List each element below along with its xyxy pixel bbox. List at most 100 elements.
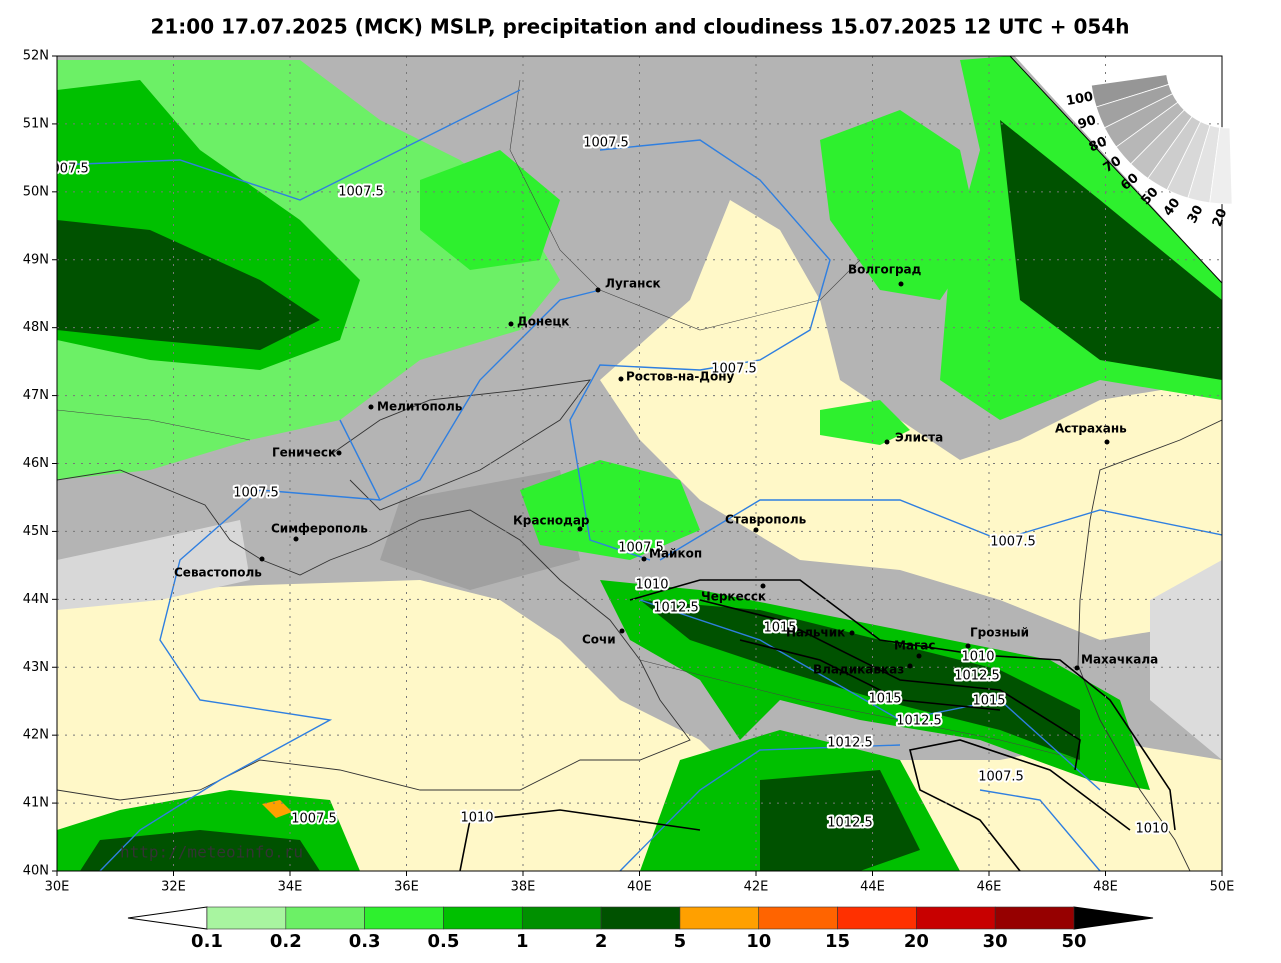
colorbar-label: 50	[1061, 931, 1086, 952]
isobar-label: 1012.5	[653, 601, 699, 616]
cloud-label: 80	[1087, 134, 1110, 155]
colorbar-extension	[127, 906, 208, 930]
city-dot	[884, 439, 890, 445]
colorbar-extension	[1073, 906, 1154, 930]
lat-tick-label: 44N	[23, 592, 49, 607]
lon-tick-label: 32E	[161, 880, 186, 895]
isobar-label: 1012.5	[954, 669, 1000, 684]
city-dot	[849, 630, 855, 636]
isobar-label: 1007.5	[711, 362, 757, 377]
isobar-label: 1007.5	[583, 136, 629, 151]
city-label: Сочи	[582, 633, 616, 647]
city-label: Севастополь	[174, 566, 262, 580]
lon-tick-label: 30E	[45, 880, 70, 895]
city-label: Владикавказ	[813, 663, 904, 677]
colorbar-box	[443, 906, 523, 930]
lon-tick-label: 34E	[278, 880, 303, 895]
isobar-label: 1010	[1135, 822, 1168, 837]
city-label: Волгоград	[848, 263, 922, 277]
city-label: Луганск	[605, 277, 661, 291]
isobar-label: 1010	[635, 578, 668, 593]
city-label: Нальчик	[786, 626, 845, 640]
cloud-label: 30	[1185, 203, 1207, 226]
cloud-label: 90	[1076, 113, 1098, 133]
city-dot	[595, 287, 601, 293]
city-dot	[293, 536, 299, 542]
city-dot	[916, 653, 922, 659]
isobar-label: 1007.5	[291, 812, 337, 827]
colorbar-label: 15	[825, 931, 850, 952]
colorbar-label: 20	[904, 931, 929, 952]
city-dot	[368, 404, 374, 410]
isobar-label: 1015	[972, 694, 1005, 709]
isobar-label: 1012.5	[896, 714, 942, 729]
lat-tick-label: 50N	[23, 184, 49, 199]
city-dot	[1104, 439, 1110, 445]
city-dot	[753, 527, 759, 533]
colorbar-box	[364, 906, 444, 930]
city-label: Ростов-на-Дону	[626, 370, 735, 384]
colorbar-box	[994, 906, 1075, 930]
city-dot	[907, 663, 913, 669]
lat-tick-label: 52N	[23, 49, 49, 64]
colorbar-label: 2	[595, 931, 608, 952]
cloud-wedge	[1209, 127, 1233, 205]
city-label: Мелитополь	[377, 400, 463, 414]
lon-tick-label: 48E	[1093, 880, 1118, 895]
lat-tick-label: 42N	[23, 728, 49, 743]
colorbar-box	[679, 906, 760, 930]
lat-tick-label: 47N	[23, 388, 49, 403]
lon-tick-label: 50E	[1210, 880, 1235, 895]
cloud-label: 20	[1210, 207, 1230, 229]
city-label: Грозный	[970, 626, 1029, 640]
city-label: Махачкала	[1081, 653, 1158, 667]
isobar-label: 1015	[763, 621, 796, 636]
colorbar-label: 30	[983, 931, 1008, 952]
lat-tick-label: 48N	[23, 320, 49, 335]
colorbar-label: 0.5	[428, 931, 460, 952]
lon-tick-label: 40E	[627, 880, 652, 895]
colorbar-label: 0.2	[270, 931, 302, 952]
city-dot	[619, 628, 625, 634]
lon-tick-label: 38E	[511, 880, 536, 895]
fields: 1007.5 1007.5 1007.5 1007.5 1007.5 1007.5 1007…	[43, 56, 1222, 871]
lat-tick-label: 40N	[23, 864, 49, 879]
isobar-label: 1015	[868, 692, 901, 707]
isobar-label: 1010	[460, 811, 493, 826]
city-label: Симферополь	[271, 522, 368, 536]
city-dot	[641, 556, 647, 562]
city-dot	[508, 321, 514, 327]
city-dot	[618, 376, 624, 382]
lon-tick-label: 42E	[744, 880, 769, 895]
lat-tick-label: 45N	[23, 524, 49, 539]
city-dot	[898, 281, 904, 287]
lon-tick-label: 36E	[394, 880, 419, 895]
colorbar-label: 0.1	[191, 931, 223, 952]
colorbar-label: 1	[516, 931, 529, 952]
city-label: Краснодар	[513, 514, 590, 528]
isobar-label: 1007.5	[618, 541, 664, 556]
watermark: http://meteoinfo.ru	[120, 843, 303, 862]
colorbar-box	[285, 906, 365, 930]
colorbar-label: 5	[674, 931, 687, 952]
isobar-label: 1007.5	[338, 185, 384, 200]
isobar-label: 1012.5	[827, 816, 873, 831]
city-dot	[259, 556, 265, 562]
lat-tick-label: 41N	[23, 796, 49, 811]
colorbar-box	[206, 906, 287, 930]
city-label: Астрахань	[1055, 422, 1127, 436]
city-label: Майкоп	[649, 547, 702, 561]
city-label: Геническ	[272, 446, 336, 460]
lon-tick-label: 46E	[977, 880, 1002, 895]
colorbar-box	[837, 906, 917, 930]
colorbar-box	[916, 906, 996, 930]
city-label: Магас	[894, 639, 936, 653]
isobar-label: 1007.5	[43, 162, 89, 177]
colorbar-label: 10	[746, 931, 771, 952]
city-label: Донецк	[517, 315, 569, 329]
city-dot	[577, 526, 583, 532]
city-dot	[336, 450, 342, 456]
isobar-label: 1010	[961, 650, 994, 665]
cloud-label: 100	[1065, 90, 1094, 110]
